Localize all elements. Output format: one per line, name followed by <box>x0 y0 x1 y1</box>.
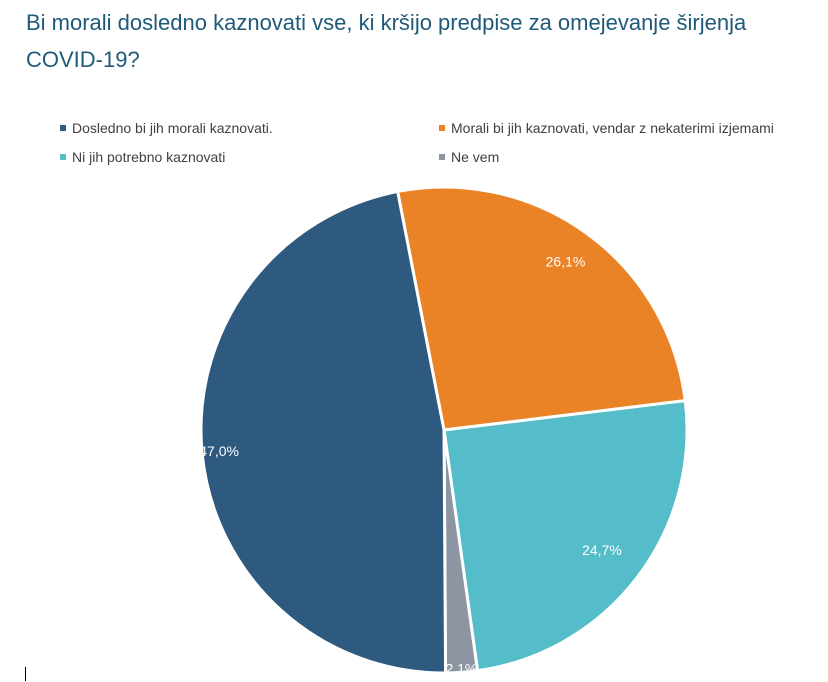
legend-item-izjeme: Morali bi jih kaznovati, vendar z nekate… <box>439 119 774 137</box>
legend-label: Dosledno bi jih morali kaznovati. <box>72 120 273 136</box>
slice-dosledno <box>199 189 448 675</box>
legend-item-dosledno: Dosledno bi jih morali kaznovati. <box>60 119 273 137</box>
data-label-dosledno: 47,0% <box>199 443 239 459</box>
chart-legend: Dosledno bi jih morali kaznovati. Morali… <box>0 0 828 200</box>
legend-item-ni-potrebno: Ni jih potrebno kaznovati <box>60 148 225 166</box>
data-label-ni-potrebno: 24,7% <box>582 542 622 558</box>
slice-izjeme <box>396 185 687 432</box>
data-label-ne-vem: 2,1% <box>445 661 477 677</box>
chart-title: Bi morali dosledno kaznovati vse, ki krš… <box>26 10 747 72</box>
data-label-izjeme: 26,1% <box>546 254 586 270</box>
legend-swatch-icon <box>60 125 66 132</box>
legend-swatch-icon <box>439 154 445 161</box>
slice-ni-potrebno <box>442 399 689 673</box>
legend-item-ne-vem: Ne vem <box>439 148 499 166</box>
legend-swatch-icon <box>60 154 66 161</box>
text-cursor <box>25 667 26 681</box>
legend-label: Ne vem <box>451 149 500 165</box>
legend-swatch-icon <box>439 125 445 132</box>
legend-label: Morali bi jih kaznovati, vendar z nekate… <box>451 120 774 136</box>
legend-label: Ni jih potrebno kaznovati <box>72 149 226 165</box>
